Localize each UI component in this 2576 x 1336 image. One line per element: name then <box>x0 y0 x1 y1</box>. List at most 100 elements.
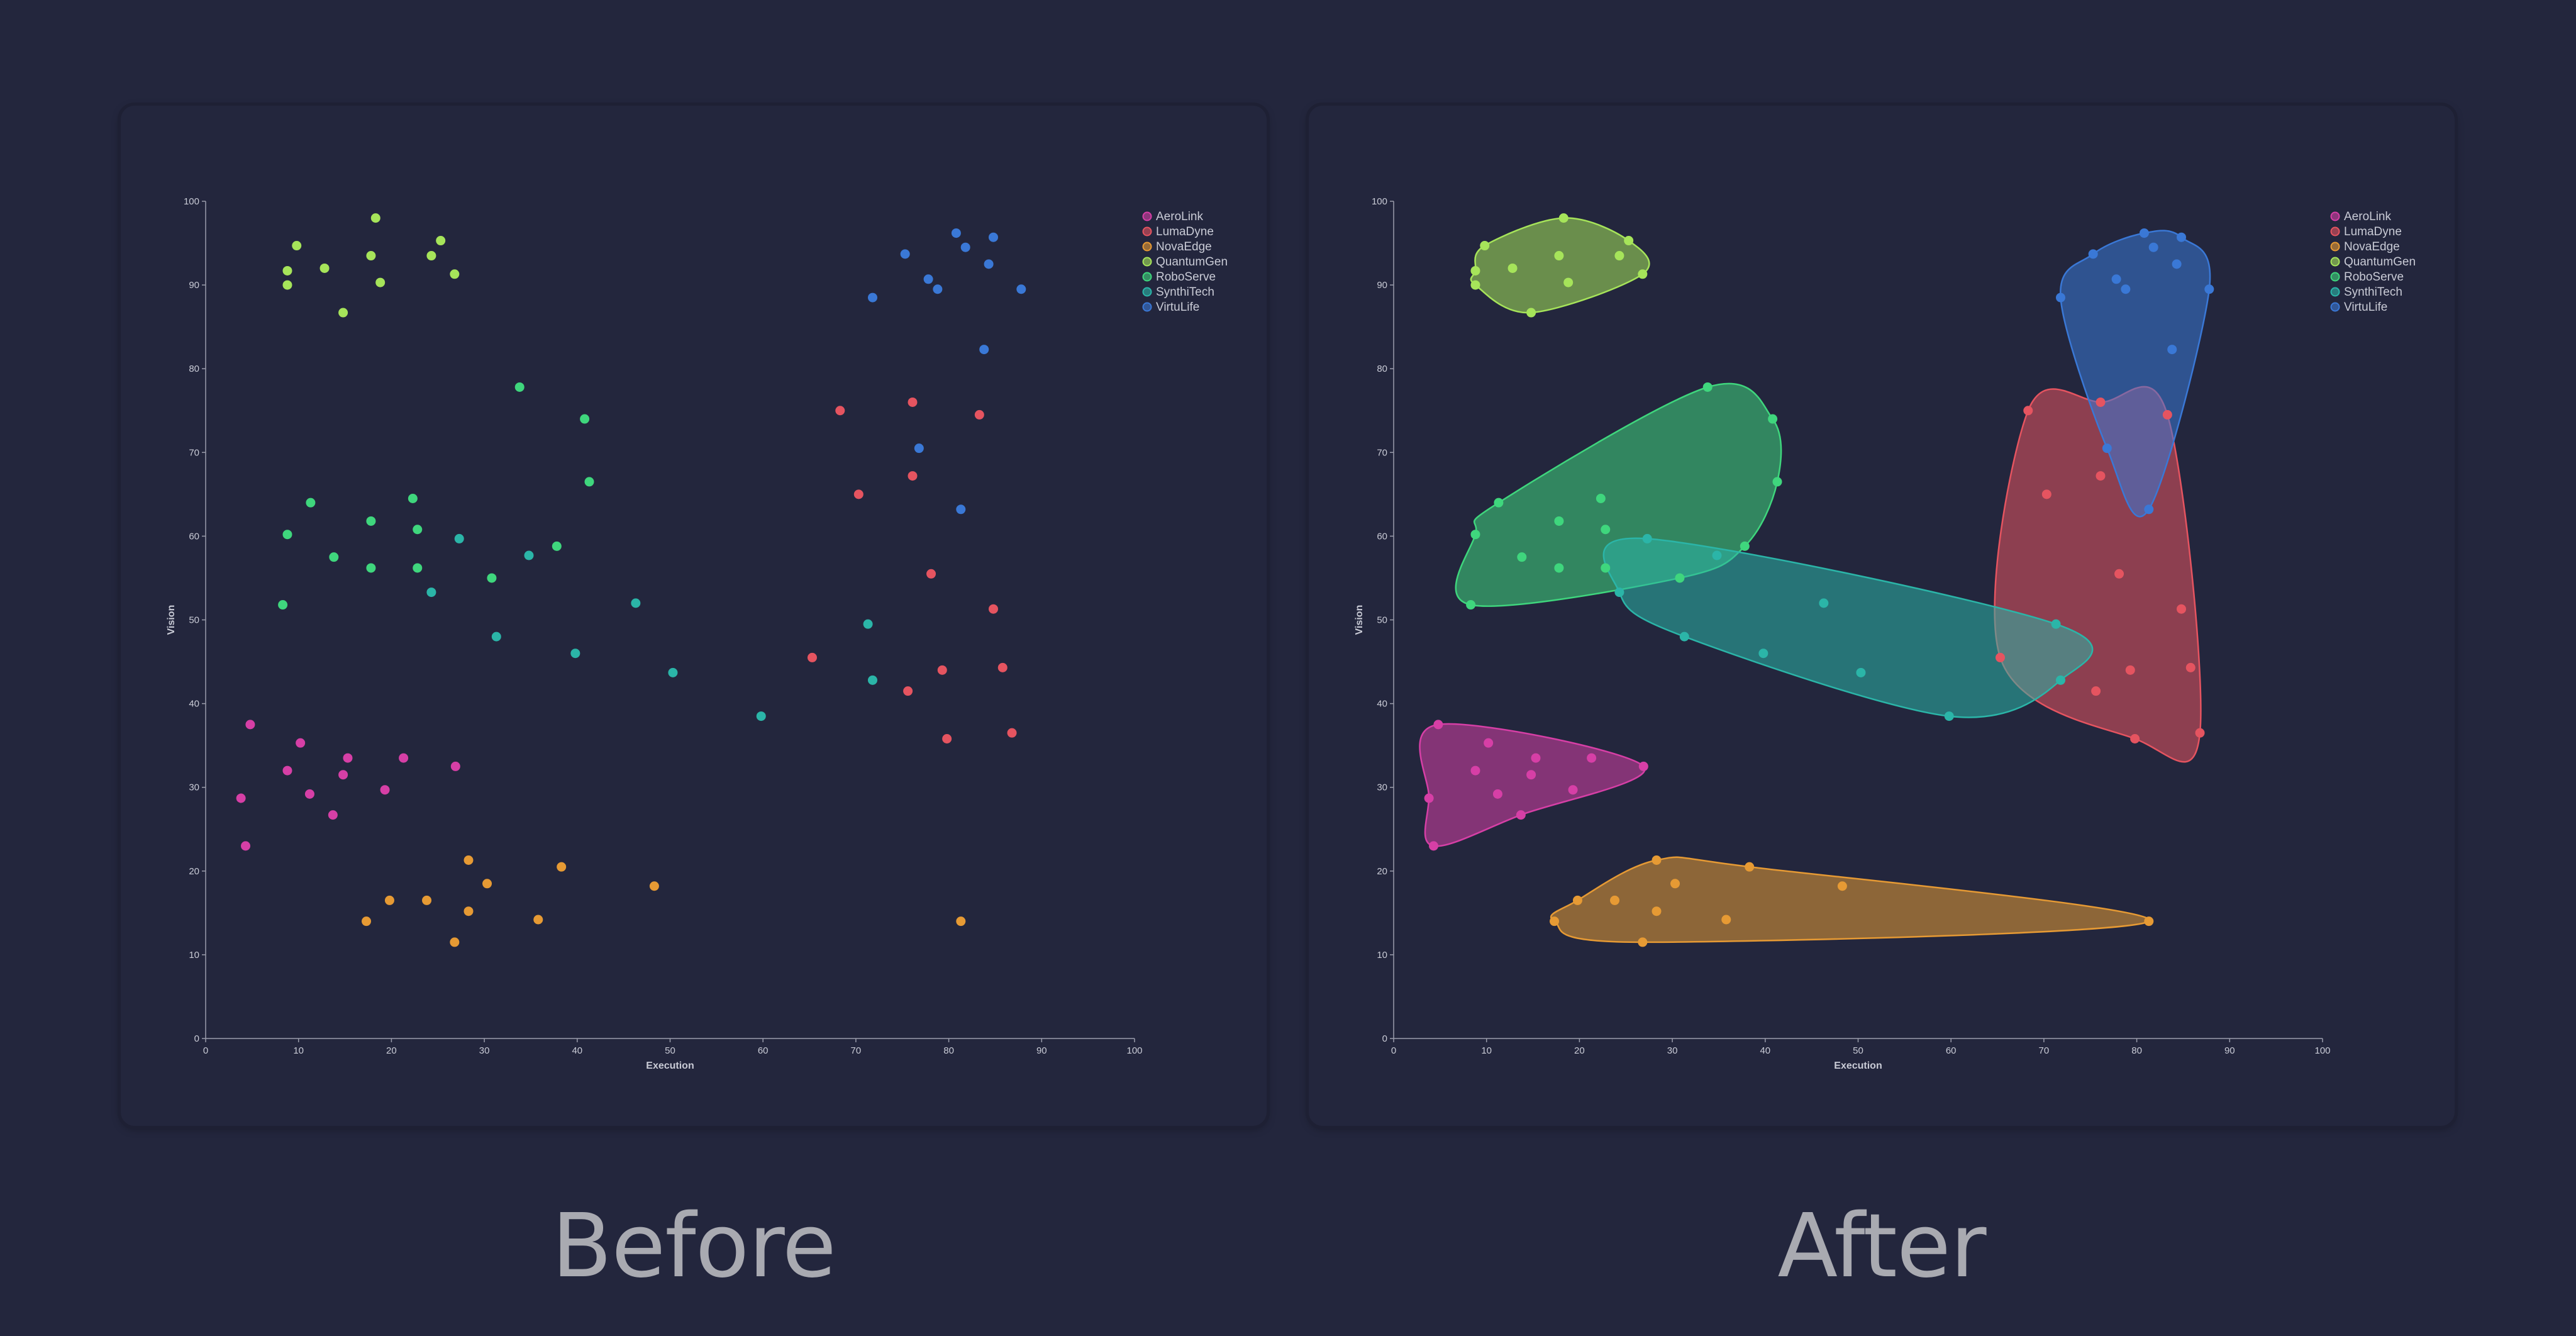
after-point-roboserve <box>1554 516 1564 526</box>
before-point-lumadyne <box>974 409 984 420</box>
after-point-roboserve <box>1466 600 1476 610</box>
after-point-synthitech <box>1614 587 1624 598</box>
before-point-lumadyne <box>908 471 918 481</box>
before-point-lumadyne <box>942 734 952 744</box>
before-point-lumadyne <box>807 652 817 662</box>
after-point-aerolink <box>1587 753 1597 763</box>
before-point-quantumgen <box>292 241 302 251</box>
before-x-tick-label: 0 <box>203 1045 208 1056</box>
after-x-tick-label: 80 <box>2131 1045 2142 1056</box>
after-point-virtulife <box>2121 284 2131 294</box>
after-point-synthitech <box>1944 711 1954 721</box>
before-point-lumadyne <box>997 662 1008 672</box>
after-scatter-chart: 0 10 20 30 40 50 60 70 80 90 100 0 10 20 30 40 50 60 70 80 9… <box>1354 196 2416 1071</box>
after-point-synthitech <box>1712 550 1722 560</box>
before-point-quantumgen <box>338 308 348 318</box>
after-point-virtulife <box>2148 242 2158 252</box>
before-y-tick-label: 20 <box>189 866 199 877</box>
after-point-lumadyne <box>2023 406 2033 416</box>
after-point-roboserve <box>1675 573 1685 583</box>
before-point-roboserve <box>366 563 376 573</box>
before-point-novaedge <box>482 879 492 889</box>
after-point-virtulife <box>2111 274 2121 284</box>
after-x-tick-label: 50 <box>1853 1045 1863 1056</box>
before-y-tick-label: 90 <box>189 280 199 291</box>
after-point-virtulife <box>2088 249 2098 259</box>
before-point-aerolink <box>296 738 306 748</box>
after-legend-swatch <box>2330 257 2340 267</box>
after-hull-aerolink <box>1419 723 1646 847</box>
after-point-roboserve <box>1494 498 1504 508</box>
before-point-roboserve <box>413 525 423 535</box>
before-point-lumadyne <box>903 686 913 696</box>
before-x-axis-title: Execution <box>646 1060 694 1071</box>
after-point-roboserve <box>1596 494 1606 504</box>
before-point-roboserve <box>278 600 288 610</box>
before-point-novaedge <box>533 915 543 925</box>
after-legend-label: LumaDyne <box>2344 225 2402 238</box>
after-point-roboserve <box>1772 477 1782 487</box>
after-point-synthitech <box>1819 598 1829 608</box>
after-point-lumadyne <box>2096 397 2106 407</box>
after-point-aerolink <box>1531 753 1541 763</box>
before-point-lumadyne <box>988 604 998 614</box>
before-point-roboserve <box>329 552 339 562</box>
before-point-quantumgen <box>450 269 460 279</box>
after-x-tick-label: 60 <box>1946 1045 1957 1056</box>
before-point-quantumgen <box>366 251 376 261</box>
after-y-tick-label: 40 <box>1377 699 1387 710</box>
after-point-synthitech <box>1642 533 1652 543</box>
before-x-tick-label: 50 <box>665 1045 675 1056</box>
after-point-quantumgen <box>1614 251 1624 261</box>
before-point-synthitech <box>756 711 766 721</box>
before-point-synthitech <box>668 667 678 677</box>
after-point-lumadyne <box>2195 728 2205 738</box>
before-point-novaedge <box>557 862 567 872</box>
after-x-tick-label: 70 <box>2039 1045 2050 1056</box>
before-point-virtulife <box>900 249 910 259</box>
after-point-virtulife <box>2172 259 2182 269</box>
before-point-lumadyne <box>853 489 863 499</box>
after-point-virtulife <box>2055 292 2065 303</box>
after-legend-swatch <box>2330 287 2340 297</box>
before-point-lumadyne <box>835 406 845 416</box>
after-point-roboserve <box>1768 414 1778 424</box>
before-point-roboserve <box>413 563 423 573</box>
after-point-virtulife <box>2176 232 2186 242</box>
after-point-synthitech <box>1758 649 1768 659</box>
before-y-axis-title: Vision <box>166 605 177 635</box>
after-x-tick-label: 100 <box>2314 1045 2330 1056</box>
before-point-roboserve <box>306 498 316 508</box>
after-legend-label: QuantumGen <box>2344 255 2416 269</box>
before-point-aerolink <box>380 785 390 795</box>
before-y-tick-label: 50 <box>189 615 199 626</box>
before-point-lumadyne <box>1007 728 1017 738</box>
before-point-synthitech <box>570 649 580 659</box>
after-legend-label: AeroLink <box>2344 210 2391 223</box>
after-point-roboserve <box>1740 541 1750 551</box>
after-point-lumadyne <box>1995 652 2005 662</box>
after-point-quantumgen <box>1558 213 1568 223</box>
before-y-tick-label: 60 <box>189 531 199 542</box>
before-point-quantumgen <box>426 251 436 261</box>
before-scatter-chart: 0 10 20 30 40 50 60 70 80 90 100 0 10 20 30 40 50 60 70 80 9… <box>166 196 1228 1071</box>
before-point-synthitech <box>491 632 501 642</box>
before-point-roboserve <box>552 541 562 551</box>
after-point-virtulife <box>2102 443 2112 454</box>
after-point-quantumgen <box>1624 236 1634 246</box>
before-point-quantumgen <box>436 236 446 246</box>
after-point-aerolink <box>1424 793 1434 803</box>
before-point-quantumgen <box>282 265 292 276</box>
after-point-novaedge <box>1572 895 1582 905</box>
after-point-roboserve <box>1517 552 1527 562</box>
before-point-novaedge <box>464 906 474 916</box>
after-point-quantumgen <box>1470 265 1480 276</box>
after-y-tick-label: 90 <box>1377 280 1387 291</box>
before-point-aerolink <box>304 789 314 799</box>
after-legend-swatch <box>2330 242 2340 252</box>
before-point-aerolink <box>343 753 353 763</box>
before-point-virtulife <box>979 345 989 355</box>
before-point-aerolink <box>450 761 460 771</box>
after-point-quantumgen <box>1480 241 1490 251</box>
before-point-synthitech <box>867 675 877 685</box>
